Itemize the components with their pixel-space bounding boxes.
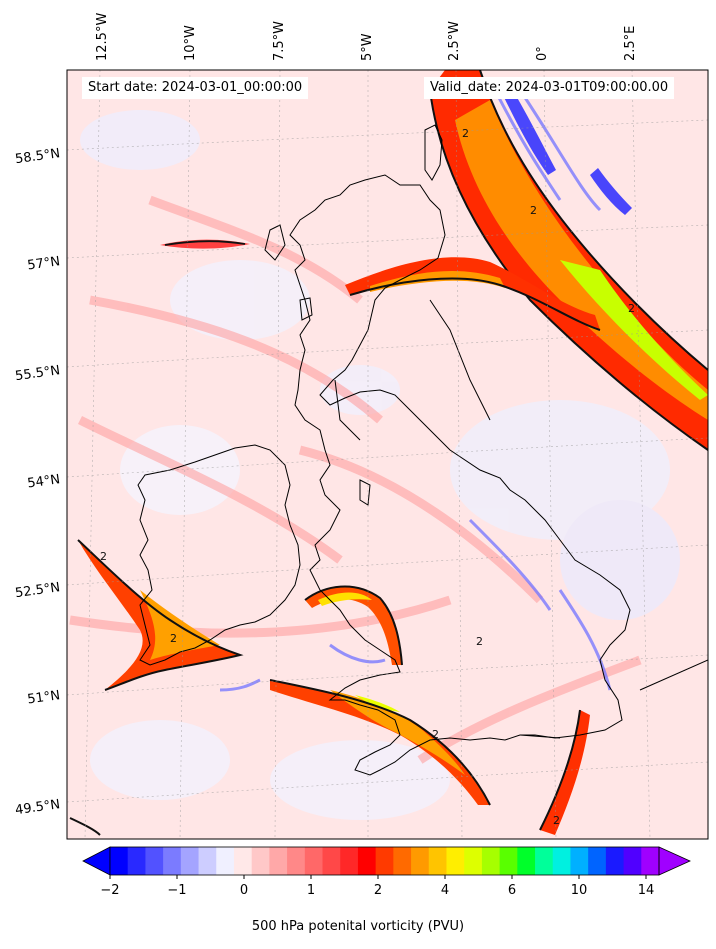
map-frame bbox=[66, 69, 709, 840]
contour-label: 2 bbox=[170, 632, 177, 645]
colorbar-swatch bbox=[357, 847, 377, 875]
contour-label: 2 bbox=[628, 302, 635, 315]
contour-label: 2 bbox=[432, 728, 439, 741]
colorbar-title: 500 hPa potenital vorticity (PVU) bbox=[251, 919, 465, 934]
colorbar-swatch bbox=[446, 847, 465, 875]
contour-label: 2 bbox=[100, 550, 107, 563]
colorbar-swatch bbox=[552, 847, 571, 875]
colorbar-tick-label: 0 bbox=[239, 883, 249, 898]
longitude-label: 2.5°W bbox=[447, 20, 462, 61]
colorbar-tick-label: 10 bbox=[570, 883, 588, 898]
colorbar-tick-label: −2 bbox=[100, 883, 120, 898]
contour-labels: 2 2 2 2 2 2 2 2 bbox=[100, 127, 635, 827]
colorbar-swatch bbox=[145, 847, 164, 875]
ireland-pv-filament bbox=[77, 539, 244, 691]
colorbar-swatch bbox=[499, 847, 518, 875]
colorbar-swatch bbox=[464, 847, 483, 875]
valid-date-label: Valid_date: 2024-03-01T09:00:00.00 bbox=[424, 77, 675, 99]
coastlines bbox=[137, 124, 708, 776]
start-date-label: Start date: 2024-03-01_00:00:00 bbox=[82, 77, 309, 99]
colorbar bbox=[82, 846, 691, 879]
colorbar-swatch bbox=[428, 847, 447, 875]
colorbar-swatch bbox=[163, 847, 182, 875]
colorbar-tick-label: 6 bbox=[507, 883, 517, 898]
colorbar-swatch bbox=[588, 847, 607, 875]
colorbar-swatch bbox=[393, 847, 412, 875]
colorbar-swatch bbox=[127, 847, 146, 875]
longitude-label: 12.5°W bbox=[95, 12, 110, 61]
colorbar-swatch bbox=[481, 847, 501, 875]
colorbar-swatch bbox=[535, 847, 554, 875]
colorbar-swatch bbox=[216, 847, 235, 875]
graticule bbox=[67, 70, 708, 839]
strong-negative-pv bbox=[498, 82, 632, 215]
colorbar-swatch bbox=[375, 847, 394, 875]
colorbar-tick-label: 4 bbox=[440, 883, 450, 898]
colorbar-tick-label: 2 bbox=[373, 883, 383, 898]
colorbar-swatch bbox=[322, 847, 341, 875]
longitude-label: 2.5°E bbox=[623, 25, 638, 61]
colorbar-swatch bbox=[623, 847, 642, 875]
colorbar-swatch bbox=[641, 847, 660, 875]
colorbar-swatch bbox=[110, 847, 129, 875]
wales-pv-arc bbox=[304, 585, 403, 666]
low-pv-patches bbox=[80, 110, 680, 820]
colorbar-tick-label: −1 bbox=[167, 883, 187, 898]
colorbar-tick-label: 1 bbox=[306, 883, 316, 898]
colorbar-swatch bbox=[340, 847, 359, 875]
colorbar-swatch bbox=[251, 847, 270, 875]
moderate-pv-streaks bbox=[69, 195, 642, 764]
longitude-label: 7.5°W bbox=[272, 20, 287, 61]
colorbar-swatch bbox=[269, 847, 288, 875]
colorbar-swatch bbox=[517, 847, 536, 875]
longitude-label: 10°W bbox=[183, 25, 198, 61]
colorbar-swatch bbox=[570, 847, 589, 875]
colorbar-swatch bbox=[605, 847, 625, 875]
southern-pv-filament bbox=[69, 679, 590, 836]
colorbar-swatch bbox=[198, 847, 217, 875]
colorbar-swatch bbox=[287, 847, 306, 875]
longitude-label: 0° bbox=[535, 46, 550, 61]
colorbar-swatch bbox=[304, 847, 324, 875]
contour-label: 2 bbox=[530, 204, 537, 217]
colorbar-extend-high bbox=[658, 846, 691, 876]
negative-pv-streaks bbox=[219, 79, 612, 692]
longitude-label: 5°W bbox=[360, 33, 375, 61]
contour-label: 2 bbox=[553, 814, 560, 827]
colorbar-swatch bbox=[180, 847, 200, 875]
colorbar-swatch bbox=[233, 847, 253, 875]
colorbar-extend-low bbox=[82, 846, 111, 876]
colorbar-swatch bbox=[411, 847, 430, 875]
colorbar-frame bbox=[109, 846, 660, 876]
colorbar-tick-label: 14 bbox=[637, 883, 655, 898]
contour-label: 2 bbox=[476, 635, 483, 648]
contour-label: 2 bbox=[462, 127, 469, 140]
